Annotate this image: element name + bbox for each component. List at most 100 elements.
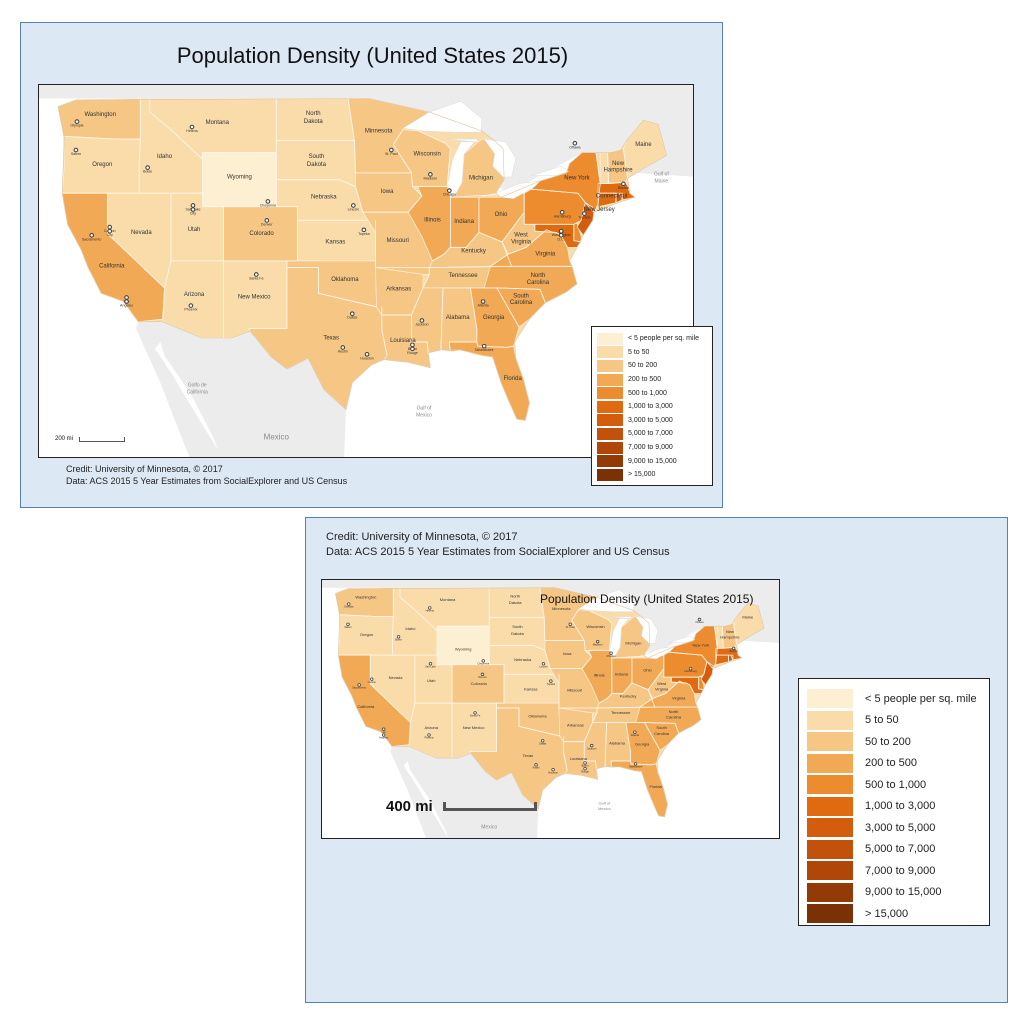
state-border	[604, 722, 607, 767]
state-label: Montana	[440, 597, 456, 602]
state-border	[399, 587, 490, 632]
city-label: Cheyenne	[260, 203, 276, 207]
legend-swatch	[807, 839, 853, 859]
city-marker	[145, 165, 150, 170]
state-label: Dakota	[509, 600, 522, 605]
state-label: New	[612, 161, 625, 167]
state-label: New York	[564, 176, 590, 182]
legend-swatch	[597, 400, 623, 413]
mexico-land	[136, 321, 346, 457]
state-washington	[335, 587, 394, 617]
legend-swatch	[807, 818, 853, 838]
city-marker	[381, 727, 386, 731]
city-label: Angeles	[379, 736, 389, 740]
legend-label: 7,000 to 9,000	[628, 444, 673, 452]
city-marker	[357, 683, 361, 687]
state-border	[381, 306, 388, 356]
state-border	[539, 587, 585, 641]
state-label: Michigan	[625, 641, 641, 646]
city-marker	[349, 311, 355, 317]
geographic-label: Maine	[655, 178, 669, 184]
legend-item: 500 to 1,000	[597, 386, 707, 400]
city-label: Jackson	[587, 746, 597, 750]
city-label: Baton	[582, 764, 589, 768]
scale-bar: 200 mi	[55, 436, 126, 442]
city-label: Olympia	[70, 124, 83, 128]
us-map-canvas: Washington Oregon California Nevada Idaho Mon…	[322, 580, 779, 838]
city-label: Salem	[344, 625, 351, 629]
city-label: Chicago	[443, 193, 456, 197]
state-label: North	[306, 111, 321, 117]
state-border	[339, 614, 394, 617]
legend-label: 5,000 to 7,000	[628, 430, 673, 438]
state-label: Nebraska	[514, 657, 532, 662]
state-border	[714, 626, 718, 663]
state-border	[375, 267, 430, 353]
city-marker	[346, 622, 350, 627]
state-border	[663, 655, 699, 678]
state-label: Minnesota	[552, 606, 571, 611]
state-label: Montana	[206, 120, 230, 126]
gulf-of-california	[155, 342, 219, 451]
city-label: Angeles	[120, 304, 133, 308]
state-label: Utah	[427, 678, 435, 683]
state-border	[440, 287, 444, 351]
credit-text: Credit: University of Minnesota, © 2017 …	[326, 530, 670, 560]
city-marker	[410, 346, 415, 352]
map-legend: < 5 people per sq. mile 5 to 50 50 to 200 2…	[591, 326, 713, 486]
city-label: Phoenix	[424, 736, 434, 740]
city-marker	[370, 677, 374, 681]
city-label: Chicago	[606, 654, 616, 658]
state-label: Tennessee	[449, 273, 479, 279]
legend-label: 9,000 to 15,000	[865, 886, 942, 899]
scale-bar-label: 200 mi	[55, 436, 74, 442]
city-label: Topeka	[358, 232, 370, 236]
geographic-label: Gulf of	[417, 406, 432, 412]
state-label: Nevada	[389, 675, 404, 680]
state-pennsylvania	[663, 651, 708, 678]
state-label: Nebraska	[311, 195, 337, 201]
data-source-line: Data: ACS 2015 5 Year Estimates from Soc…	[66, 476, 348, 486]
mexico-land	[390, 746, 539, 838]
map-title: Population Density (United States 2015)	[540, 592, 754, 606]
credit-line: Credit: University of Minnesota, © 2017	[66, 464, 223, 474]
city-marker	[558, 232, 564, 238]
map-panel-top: Population Density (United States 2015) …	[20, 22, 723, 508]
legend-swatch	[597, 414, 623, 427]
city-marker	[572, 140, 578, 146]
geographic-label: Gulf of	[654, 172, 669, 178]
state-label: Missouri	[386, 238, 408, 244]
city-marker	[541, 739, 545, 743]
state-border	[523, 193, 574, 225]
credit-text: Credit: University of Minnesota, © 2017 …	[66, 463, 347, 487]
legend-item: 500 to 1,000	[807, 774, 981, 796]
state-label: Kentucky	[620, 693, 636, 698]
legend-swatch	[807, 753, 853, 773]
state-label: Carolina	[527, 280, 550, 286]
state-label: Arizona	[424, 725, 438, 730]
city-label: Houston	[548, 770, 558, 774]
city-marker	[347, 602, 351, 606]
state-label: Kansas	[325, 239, 345, 245]
state-label: Wyoming	[227, 174, 252, 180]
legend-label: 200 to 500	[865, 757, 917, 770]
state-label: Iowa	[381, 189, 394, 195]
state-border	[600, 182, 625, 185]
city-label: Trenton	[578, 216, 590, 220]
state-label: Illinois	[594, 672, 605, 677]
us-map-canvas: Washington Oregon California Nevada Idaho Mon…	[39, 85, 693, 457]
state-label: Washington	[355, 594, 376, 599]
geographic-label: California	[187, 389, 208, 395]
city-marker	[381, 733, 386, 737]
state-border	[355, 186, 409, 213]
city-label: Denver	[261, 222, 273, 226]
legend-item: 7,000 to 9,000	[597, 441, 707, 455]
legend-swatch	[807, 904, 853, 924]
state-border	[588, 610, 613, 651]
geographic-label: Mexico	[264, 432, 290, 441]
state-label: Texas	[323, 335, 339, 341]
state-border	[450, 197, 480, 248]
state-border	[559, 707, 598, 769]
state-label: California	[99, 264, 125, 270]
city-label: Sacramento	[82, 237, 101, 241]
